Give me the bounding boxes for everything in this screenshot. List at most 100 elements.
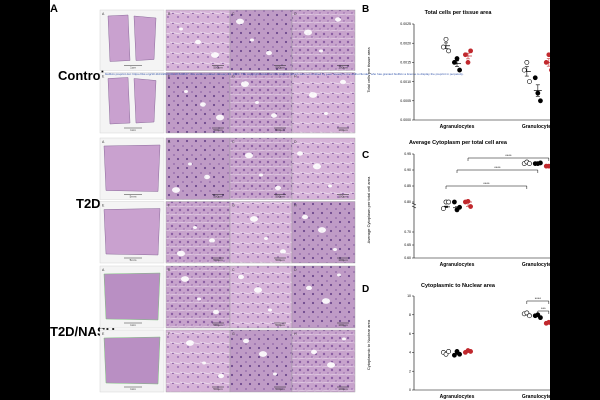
vessel-lumen (311, 349, 317, 355)
vessel-lumen (318, 227, 326, 233)
chart-d: 0246810AgranulocytesGranulocytesControlT… (407, 294, 550, 400)
vessel-lumen (271, 113, 277, 118)
scale-bar-label: 500μm (213, 195, 223, 199)
scale-bar-label: 500μm (275, 387, 285, 391)
vessel-lumen (188, 162, 192, 166)
data-point (451, 352, 457, 358)
chart-c: 0.60 0.65 0.70 0.80 0.85 0.90 0.95 Agranulocyte… (404, 152, 550, 268)
y-tick-label: 0.70 (404, 230, 411, 234)
row-label-control: Control (58, 68, 104, 83)
tile-letter: D (294, 268, 297, 272)
vessel-lumen (177, 250, 185, 257)
tissue-section (103, 336, 161, 385)
vessel-lumen (302, 214, 308, 220)
tile-letter: H (294, 75, 297, 79)
vessel-lumen (322, 298, 330, 304)
vessel-lumen (313, 163, 321, 170)
scale-bar-label: 100μm (338, 66, 348, 70)
tissue-section (103, 144, 161, 192)
vessel-lumen (245, 152, 253, 159)
tile-letter: B (168, 268, 171, 272)
data-point (521, 67, 527, 73)
data-point (443, 36, 449, 42)
vessel-lumen (213, 309, 219, 315)
data-point (465, 60, 471, 65)
y-tick-label: 0.80 (404, 200, 411, 204)
vessel-lumen (327, 362, 335, 368)
vessel-lumen (200, 102, 206, 107)
tissue-section (107, 14, 157, 62)
histology-grid: 1cm A 500μm B 500μm C 100μm D 1cm E 500μm F 500μm G 10… (99, 9, 356, 393)
vessel-lumen (216, 114, 224, 121)
vessel-lumen (236, 18, 244, 25)
vessel-lumen (324, 112, 328, 115)
histology-tile (291, 9, 356, 71)
vessel-lumen (333, 248, 337, 251)
vessel-lumen (218, 373, 224, 379)
vessel-lumen (273, 372, 277, 376)
tissue-section (107, 77, 157, 125)
vessel-lumen (266, 50, 272, 56)
y-tick-label: 0.65 (404, 243, 411, 247)
scale-bar-label: 1cm (130, 323, 136, 327)
y-tick-label: 4 (409, 351, 411, 355)
data-point (468, 204, 473, 209)
tile-letter: G (232, 75, 235, 79)
y-tick-label: 0.0005 (400, 99, 411, 103)
scale-bar-label: 100μm (338, 387, 348, 391)
vessel-lumen (304, 29, 312, 36)
y-tick-label: 0.0000 (400, 118, 411, 122)
vessel-lumen (259, 173, 263, 177)
x-category-label: Granulocytes (522, 262, 550, 268)
tile-letter: E (102, 332, 105, 336)
vessel-lumen (264, 237, 268, 240)
scale-bar-label: 1cm (130, 66, 136, 70)
scale-bar-label: 500μm (275, 66, 285, 70)
vessel-lumen (211, 52, 219, 58)
vessel-lumen (328, 184, 332, 188)
histology-tile (165, 329, 231, 393)
scale-bar-label: 500μm (213, 323, 223, 327)
figure-panel: A Control T2D T2D/NASH 1cm A 500μm B 500μm C 1… (50, 0, 550, 400)
scale-bar-label: 5mm (130, 195, 137, 199)
data-point (527, 161, 532, 166)
tile-letter: A (102, 12, 105, 16)
tile-letter: B (168, 12, 171, 16)
scale-bar-label: 500μm (275, 258, 285, 262)
y-tick-label: 0.95 (404, 152, 411, 156)
scale-bar-label: 5mm (130, 258, 137, 262)
data-point (446, 349, 451, 354)
vessel-lumen (250, 216, 258, 222)
chart-c-ylabel: Average Cytoplasm per total cell area (366, 176, 371, 243)
chart-b-ylabel: Total cells per tissue area (366, 47, 371, 93)
vessel-lumen (195, 39, 201, 45)
y-tick-label: 8 (409, 313, 411, 317)
histology-tile (291, 137, 356, 200)
data-point (535, 90, 541, 96)
panel-letter-d: D (362, 284, 369, 295)
scale-bar-label: 100μm (338, 258, 348, 262)
axis-break (411, 205, 417, 209)
vessel-lumen (337, 273, 341, 277)
vessel-lumen (250, 38, 254, 42)
vessel-lumen (259, 351, 267, 357)
vessel-lumen (280, 249, 286, 254)
data-point (538, 315, 543, 321)
y-tick-label: 0 (409, 388, 411, 392)
histology-tile (229, 137, 293, 200)
histology-tile (165, 201, 231, 264)
data-point (538, 98, 543, 104)
data-point (549, 164, 550, 169)
histology-tile (165, 72, 231, 134)
scale-bar-label: 1cm (130, 128, 136, 132)
chart-d-title: Cytoplasmic to Nuclear area (421, 283, 496, 289)
vessel-lumen (297, 151, 303, 156)
x-category-label: Agranulocytes (440, 394, 475, 400)
vessel-lumen (202, 361, 206, 365)
vessel-lumen (306, 285, 312, 291)
sig-label: *** (541, 306, 546, 311)
data-point (468, 349, 473, 354)
y-tick-label: 0.60 (404, 256, 411, 260)
y-tick-label: 6 (409, 332, 411, 336)
scale-bar-label: 500μm (213, 128, 223, 132)
